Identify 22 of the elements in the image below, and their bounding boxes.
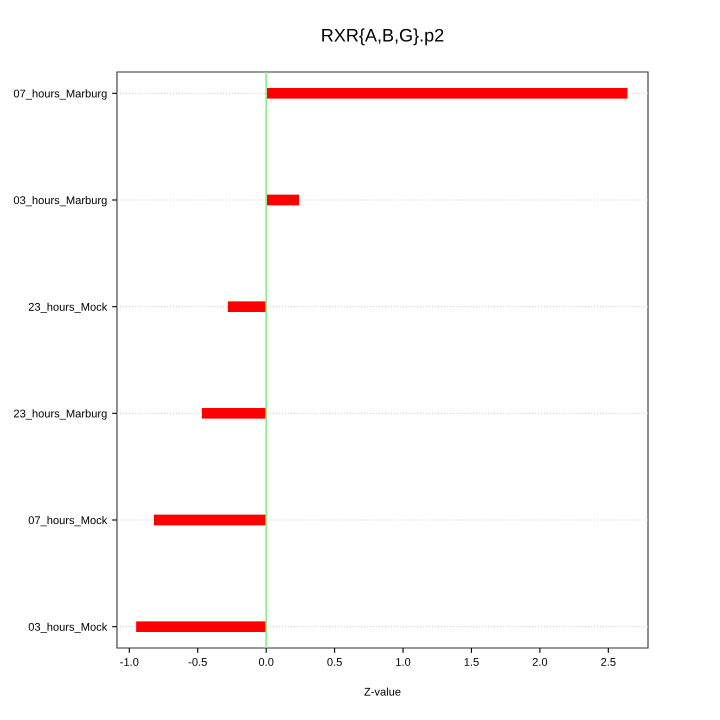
y-tick-label: 07_hours_Mock [28,516,108,526]
x-tick-label: 1.5 [464,658,479,666]
y-tick-label: 03_hours_Marburg [14,196,107,206]
chart-title: RXR{A,B,G}.p2 [322,28,444,46]
bar [202,408,266,419]
x-tick-label: 1.0 [396,658,410,666]
x-tick-label: 2.0 [532,658,548,666]
y-tick-label: 23_hours_Mock [28,302,108,313]
x-tick-label: 2.5 [601,658,616,666]
x-tick-label: 0.5 [327,658,342,666]
bar [136,621,266,632]
bar [266,88,628,99]
y-tick-label: 23_hours_Marburg [14,409,107,420]
bar [266,194,300,206]
bar [154,514,266,526]
x-tick-label: -0.5 [188,658,207,666]
y-tick-label: 07_hours_Marburg [14,89,107,100]
y-tick-label: 03_hours_Mock [28,622,108,633]
x-axis-title: Z-value [364,688,401,696]
bar [228,301,266,312]
x-tick-label: 0.0 [258,658,274,666]
x-tick-label: -1.0 [120,658,138,666]
